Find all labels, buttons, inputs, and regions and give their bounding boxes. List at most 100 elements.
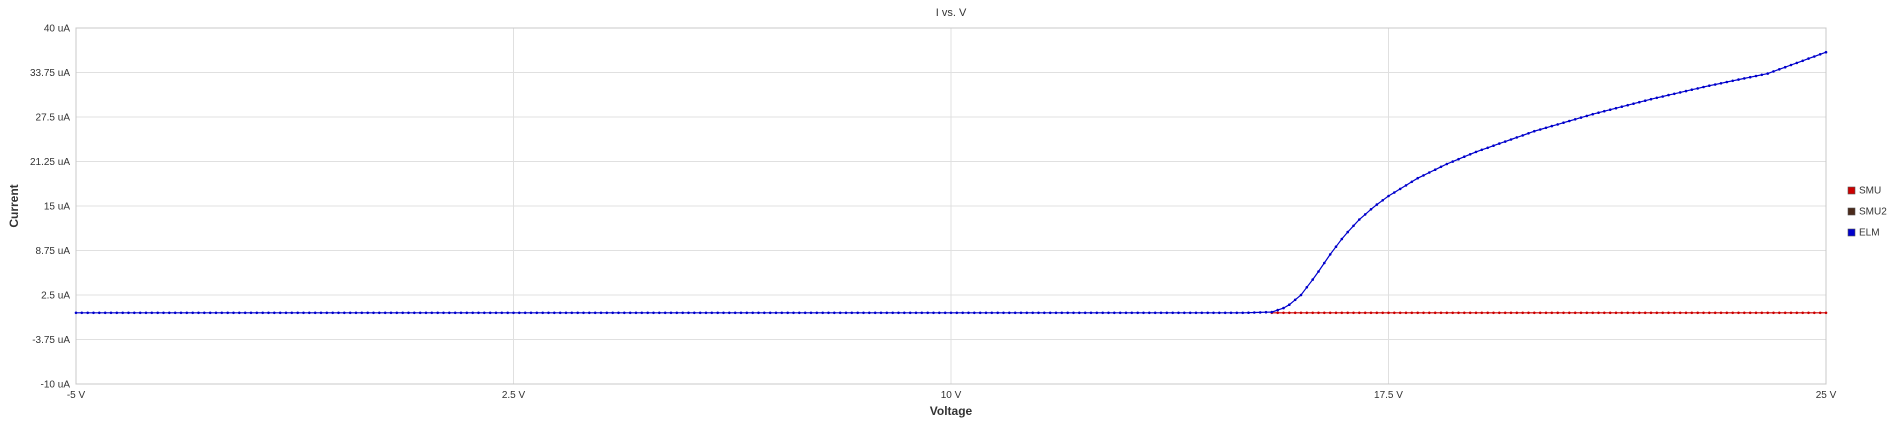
data-point <box>1398 187 1402 191</box>
data-point <box>1381 199 1384 202</box>
x-axis-label: Voltage <box>930 404 973 418</box>
data-point <box>150 311 154 315</box>
data-point <box>844 311 848 315</box>
data-point <box>570 311 574 315</box>
data-point <box>704 311 708 315</box>
data-point <box>477 311 480 315</box>
y-tick-label: 2.5 uA <box>41 291 70 302</box>
data-point <box>302 311 305 315</box>
data-point <box>1095 311 1099 315</box>
data-point <box>1334 311 1338 315</box>
grid <box>75 27 1827 385</box>
data-point <box>1643 99 1647 102</box>
data-point <box>1544 311 1548 315</box>
data-point <box>961 311 964 315</box>
data-point <box>185 311 189 315</box>
data-point <box>1293 311 1297 315</box>
data-point <box>1708 84 1711 87</box>
data-point <box>144 311 148 315</box>
data-point <box>984 311 988 315</box>
data-point <box>1311 311 1314 315</box>
data-point <box>599 311 603 315</box>
data-point <box>1369 311 1373 315</box>
data-point <box>383 311 387 315</box>
data-point <box>1066 311 1069 315</box>
data-point <box>1276 308 1279 312</box>
data-point <box>1212 311 1215 315</box>
data-point <box>459 311 463 315</box>
data-point <box>1684 89 1688 93</box>
data-point <box>179 311 183 315</box>
data-point <box>1171 311 1174 315</box>
data-point <box>547 311 550 315</box>
data-point <box>1778 311 1781 315</box>
data-point <box>1352 311 1355 315</box>
data-point <box>1282 311 1285 315</box>
legend-swatch <box>1847 207 1856 216</box>
data-point <box>681 311 684 315</box>
data-point <box>1655 96 1659 100</box>
data-point <box>1807 57 1810 60</box>
data-point <box>617 311 620 315</box>
legend-item-smu2: SMU2 <box>1847 207 1887 218</box>
data-point <box>1568 311 1571 315</box>
data-point <box>1223 311 1227 315</box>
data-point <box>1696 87 1699 90</box>
data-point <box>1101 311 1104 315</box>
data-point <box>768 311 772 315</box>
data-point <box>1107 311 1110 315</box>
data-point <box>1509 138 1513 141</box>
data-point <box>1585 311 1589 315</box>
data-point <box>389 311 393 315</box>
data-point <box>1375 203 1379 206</box>
data-point <box>1725 80 1729 84</box>
data-point <box>197 311 200 315</box>
data-point <box>611 311 614 315</box>
data-point <box>284 311 288 315</box>
data-point <box>786 311 789 315</box>
data-point <box>1008 311 1011 315</box>
data-point <box>1754 74 1758 78</box>
data-point <box>1696 311 1699 315</box>
data-point <box>80 311 84 315</box>
data-point <box>1789 63 1793 67</box>
data-point <box>1503 311 1507 315</box>
data-point <box>914 311 918 315</box>
data-point <box>243 311 247 315</box>
data-point <box>127 311 130 315</box>
data-point <box>1719 82 1723 85</box>
data-point <box>658 311 661 315</box>
data-point <box>1737 78 1740 81</box>
data-point <box>1743 311 1746 315</box>
data-point <box>1387 194 1390 198</box>
data-point <box>1813 311 1816 315</box>
data-point <box>1550 311 1554 315</box>
legend-label: SMU2 <box>1859 207 1887 218</box>
data-point <box>891 311 894 315</box>
data-point <box>1288 311 1291 315</box>
data-point <box>1702 311 1705 315</box>
data-point <box>1708 311 1711 315</box>
data-point <box>716 311 719 315</box>
data-point <box>1492 311 1495 315</box>
data-point <box>1025 311 1029 315</box>
data-point <box>955 311 959 315</box>
data-point <box>897 311 900 315</box>
legend-swatch <box>1847 228 1856 237</box>
data-point <box>1527 132 1530 135</box>
data-point <box>873 311 877 315</box>
data-point <box>634 311 638 315</box>
data-point <box>168 311 171 315</box>
data-point <box>1486 311 1489 315</box>
data-point <box>1422 311 1425 315</box>
data-point <box>1200 311 1204 315</box>
data-point <box>1463 155 1466 158</box>
data-point <box>436 311 440 315</box>
data-point <box>138 311 142 315</box>
data-point <box>1177 311 1180 315</box>
data-point <box>1317 311 1320 315</box>
data-point <box>1585 114 1589 118</box>
data-point <box>1573 311 1577 315</box>
data-point <box>868 311 871 315</box>
